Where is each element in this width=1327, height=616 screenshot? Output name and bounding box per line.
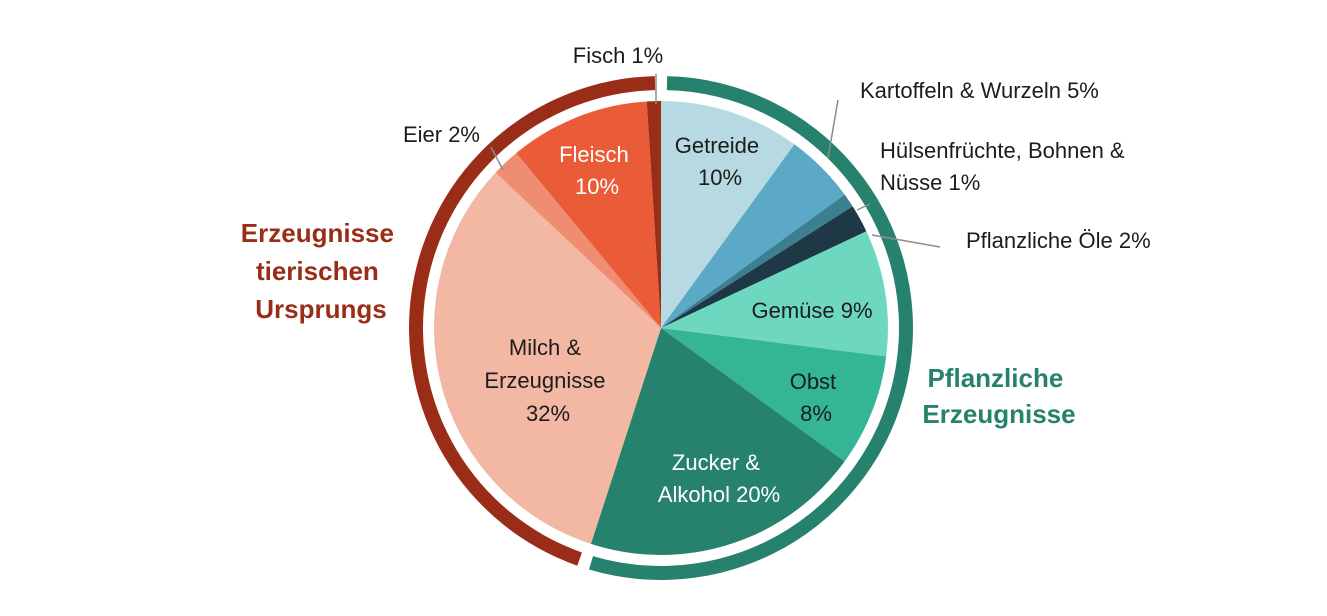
label-milch: Milch & Erzeugnisse 32%	[484, 335, 611, 426]
slice-pflanzliche-öle	[661, 205, 868, 328]
slice-fleisch	[515, 100, 661, 328]
slice-zucker-alkohol	[590, 328, 846, 556]
label-fisch: Fisch 1%	[573, 43, 663, 68]
label-fleisch: Fleisch 10%	[559, 142, 635, 199]
group-label-animal: Erzeugnisse tierischen Ursprungs	[241, 218, 401, 324]
leader-line-huelsen	[856, 203, 871, 211]
label-zucker: Zucker & Alkohol 20%	[658, 450, 780, 507]
label-gemuese: Gemüse 9%	[751, 298, 872, 323]
leader-line-oele	[871, 234, 941, 248]
slice-getreide	[661, 100, 796, 328]
label-obst: Obst 8%	[790, 369, 843, 426]
group-label-plant: Pflanzliche Erzeugnisse	[922, 363, 1075, 429]
pie-slices	[432, 99, 890, 557]
label-huelsen: Hülsenfrüchte, Bohnen & Nüsse 1%	[880, 138, 1131, 195]
slice-obst	[661, 328, 888, 463]
leader-line-eier	[490, 146, 504, 171]
slice-fisch	[646, 100, 661, 328]
slice-eier	[494, 152, 661, 328]
slice-milch-erzeugnisse	[433, 171, 661, 545]
label-oele: Pflanzliche Öle 2%	[966, 228, 1151, 253]
slice-kartoffeln-wurzeln	[661, 143, 846, 328]
pie-outline	[432, 99, 890, 557]
label-eier: Eier 2%	[403, 122, 480, 147]
leader-line-kartoffeln	[827, 99, 839, 159]
slice-hülsenfrüchte-bohnen-nüsse	[661, 193, 854, 328]
label-getreide: Getreide 10%	[675, 133, 766, 190]
label-kartoffeln: Kartoffeln & Wurzeln 5%	[860, 78, 1099, 103]
slice-gemüse	[661, 230, 889, 357]
leader-lines	[490, 74, 941, 248]
